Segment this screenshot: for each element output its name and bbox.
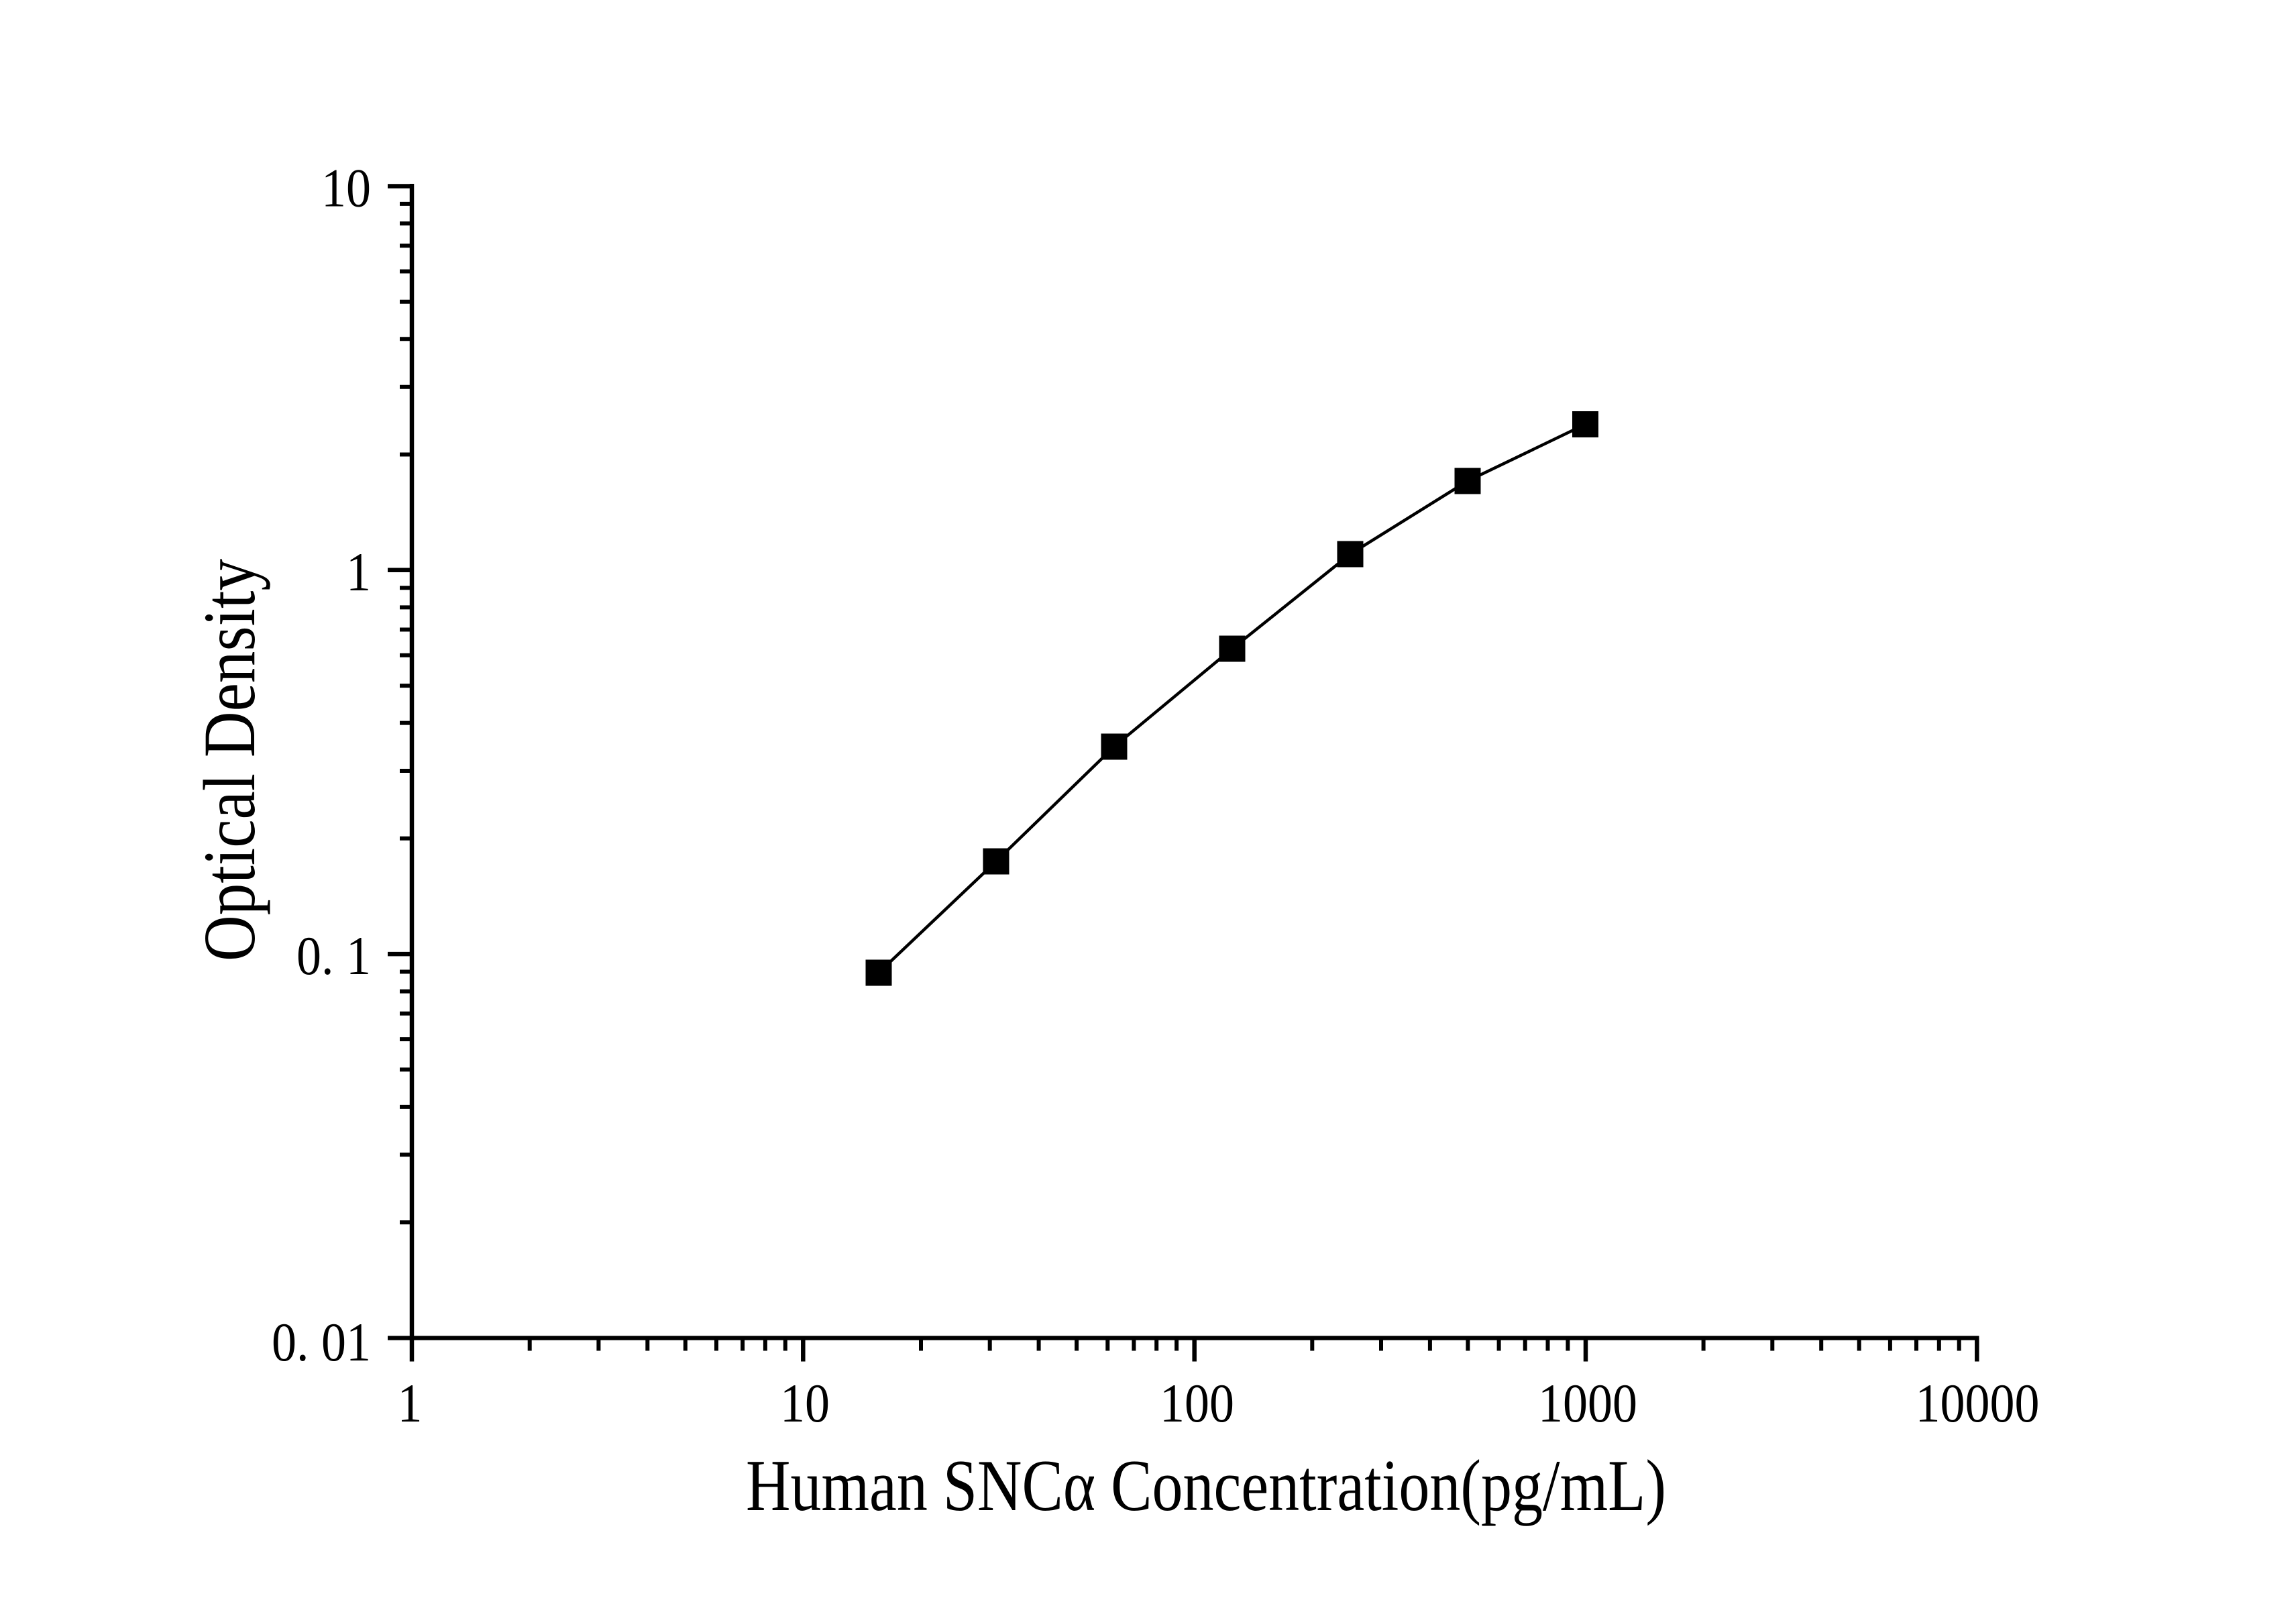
svg-text:Human SNCα Concentration(pg/mL: Human SNCα Concentration(pg/mL) (746, 1445, 1666, 1526)
svg-text:10: 10 (780, 1373, 830, 1434)
svg-text:10: 10 (321, 158, 371, 219)
svg-text:0. 01: 0. 01 (272, 1312, 371, 1373)
svg-text:100: 100 (1160, 1373, 1234, 1434)
svg-text:1: 1 (346, 541, 371, 602)
svg-text:Optical Density: Optical Density (188, 559, 270, 961)
svg-text:1000: 1000 (1538, 1373, 1637, 1434)
svg-text:10000: 10000 (1916, 1373, 2040, 1434)
svg-text:1: 1 (398, 1373, 423, 1434)
svg-text:0. 1: 0. 1 (296, 925, 371, 986)
